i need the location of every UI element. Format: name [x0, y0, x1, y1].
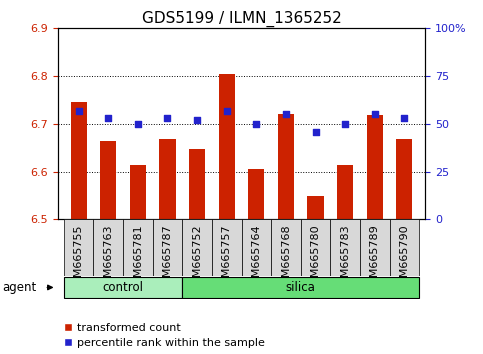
Bar	[182, 219, 212, 276]
Text: GSM665781: GSM665781	[133, 224, 143, 292]
Text: GSM665768: GSM665768	[281, 224, 291, 292]
Bar	[360, 219, 389, 276]
Point	[134, 121, 142, 127]
Bar	[278, 114, 294, 219]
Text: GSM665755: GSM665755	[74, 224, 84, 291]
Bar	[219, 74, 235, 219]
Bar	[182, 277, 419, 298]
Bar	[248, 169, 265, 219]
Bar	[271, 219, 301, 276]
Bar	[301, 219, 330, 276]
Bar	[123, 219, 153, 276]
Bar	[100, 141, 116, 219]
Text: GSM665763: GSM665763	[103, 224, 114, 291]
Bar	[94, 219, 123, 276]
Text: control: control	[102, 281, 143, 294]
Point	[223, 108, 230, 113]
Text: agent: agent	[2, 281, 37, 294]
Point	[341, 121, 349, 127]
Point	[164, 115, 171, 121]
Point	[104, 115, 112, 121]
Bar	[337, 165, 353, 219]
Bar	[396, 139, 412, 219]
Text: GSM665787: GSM665787	[162, 224, 172, 292]
Point	[312, 129, 319, 135]
Text: GSM665780: GSM665780	[311, 224, 321, 292]
Text: silica: silica	[286, 281, 316, 294]
Bar	[307, 196, 324, 219]
Bar	[189, 149, 205, 219]
Bar	[212, 219, 242, 276]
Text: GSM665752: GSM665752	[192, 224, 202, 292]
Text: GSM665764: GSM665764	[251, 224, 261, 292]
Point	[253, 121, 260, 127]
Bar	[130, 165, 146, 219]
Point	[371, 112, 379, 117]
Point	[282, 112, 290, 117]
Bar	[242, 219, 271, 276]
Text: GSM665783: GSM665783	[340, 224, 350, 292]
Text: GSM665789: GSM665789	[369, 224, 380, 292]
Bar	[367, 115, 383, 219]
Legend: transformed count, percentile rank within the sample: transformed count, percentile rank withi…	[64, 322, 265, 348]
Text: GSM665790: GSM665790	[399, 224, 409, 292]
Bar	[64, 219, 94, 276]
Bar	[64, 277, 182, 298]
Point	[400, 115, 408, 121]
Bar	[71, 102, 87, 219]
Point	[75, 108, 83, 113]
Text: GSM665757: GSM665757	[222, 224, 232, 292]
Title: GDS5199 / ILMN_1365252: GDS5199 / ILMN_1365252	[142, 11, 341, 27]
Bar	[159, 139, 176, 219]
Bar	[153, 219, 182, 276]
Bar	[330, 219, 360, 276]
Point	[193, 117, 201, 123]
Bar	[389, 219, 419, 276]
